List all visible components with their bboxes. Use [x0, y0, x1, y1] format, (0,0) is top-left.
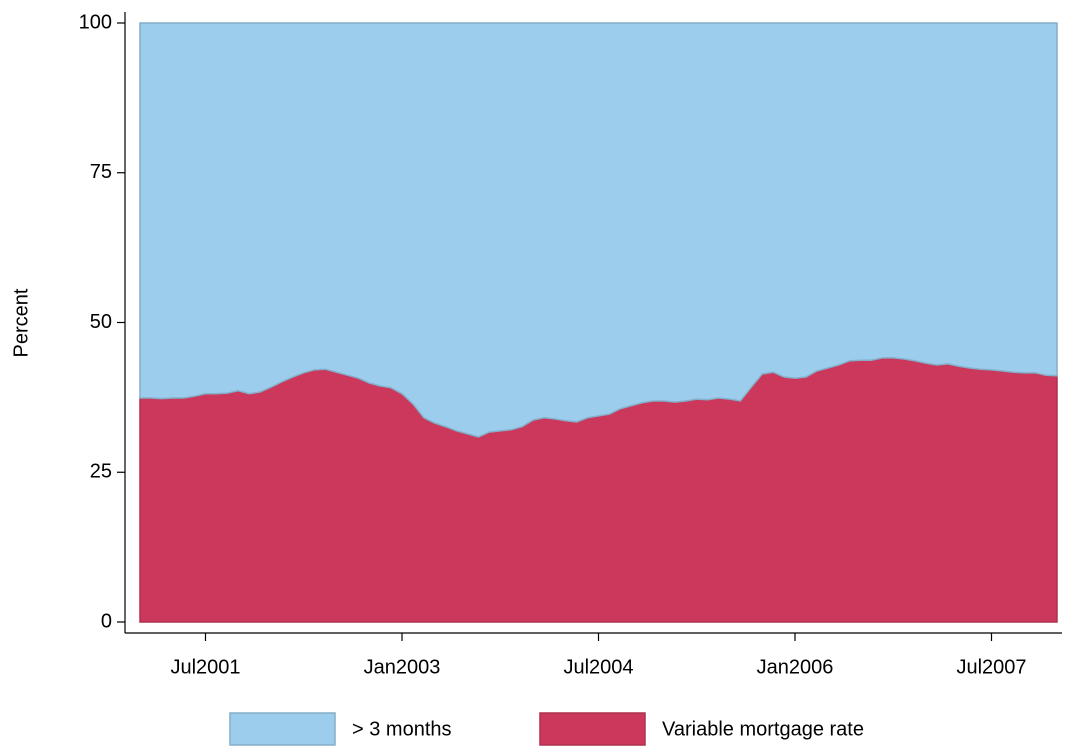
y-tick-label: 25 [90, 461, 112, 483]
y-axis-label: Percent [10, 288, 32, 357]
area [139, 22, 1058, 438]
x-tick-label: Jan2006 [757, 656, 834, 678]
x-tick-label: Jan2003 [364, 656, 441, 678]
y-tick-label: 100 [79, 11, 112, 33]
y-tick-label: 50 [90, 311, 112, 333]
y-tick-label: 75 [90, 161, 112, 183]
legend-swatch [229, 712, 336, 746]
x-tick-label: Jul2001 [170, 656, 240, 678]
y-tick-label: 0 [101, 610, 112, 632]
legend-swatch [539, 712, 646, 746]
x-tick-label: Jul2004 [563, 656, 633, 678]
legend-label: > 3 months [352, 718, 452, 740]
legend-label: Variable mortgage rate [662, 718, 864, 740]
x-tick-label: Jul2007 [956, 656, 1026, 678]
plot-area [139, 22, 1058, 623]
